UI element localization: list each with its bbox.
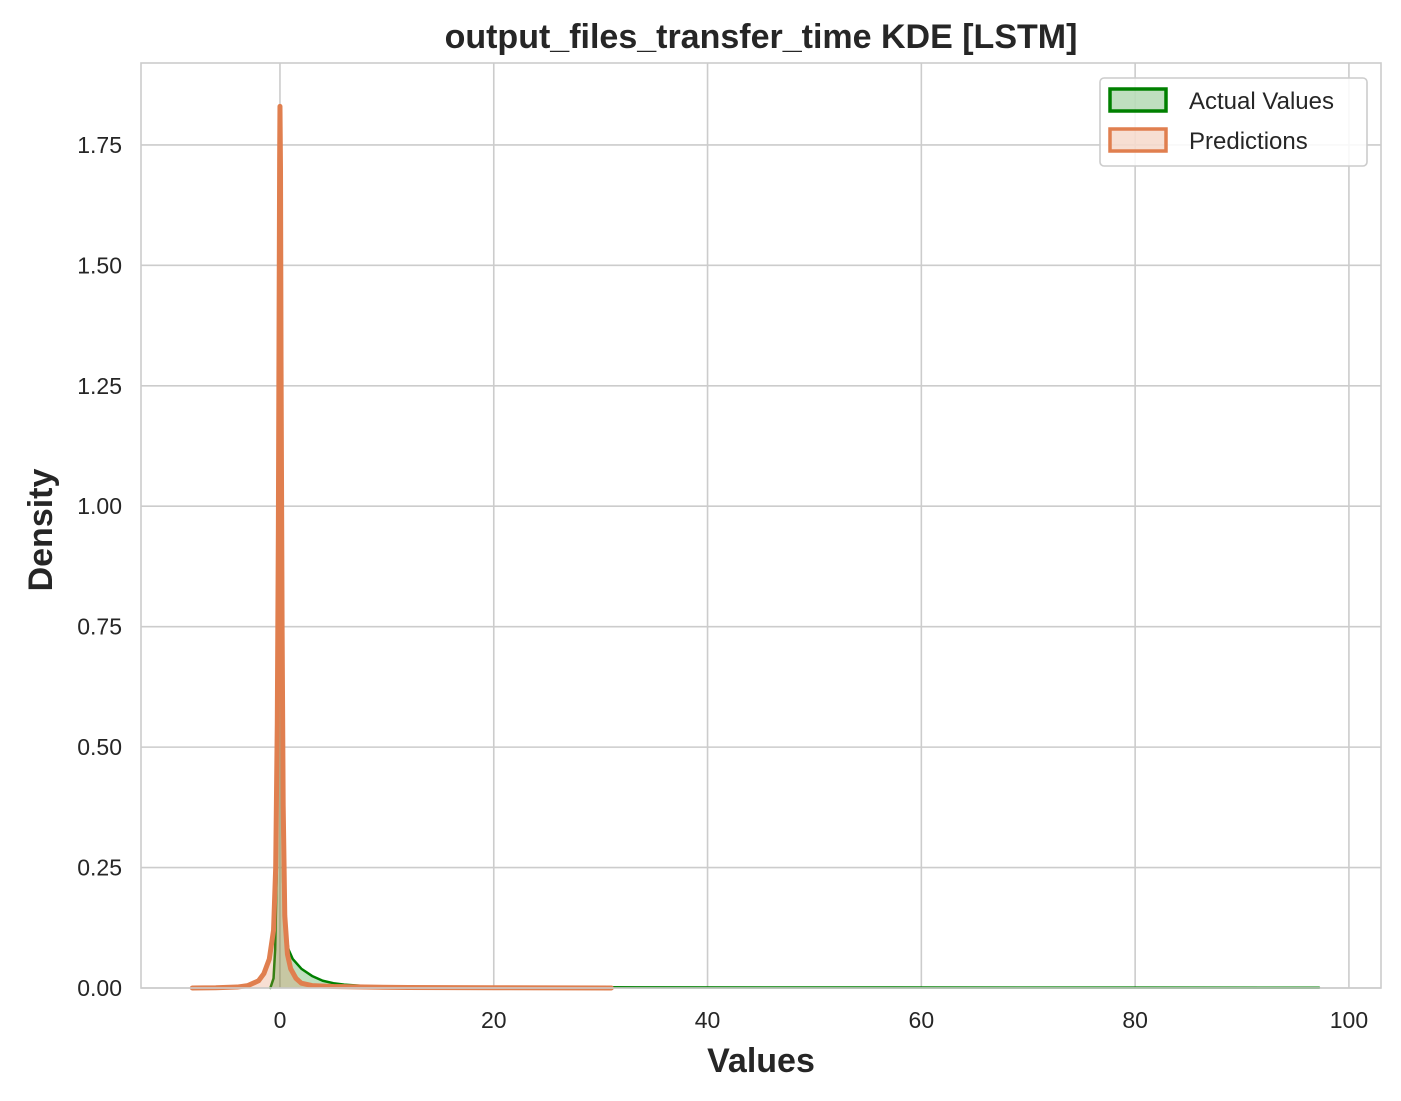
x-tick-label: 80 [1122, 1007, 1148, 1033]
y-tick-label: 0.25 [77, 855, 122, 881]
y-tick-label: 1.75 [77, 132, 122, 158]
tick-labels: 0 20 40 60 80 100 0.00 0.25 0.50 0.75 1.00 1.25 1.50… [77, 132, 1368, 1033]
x-axis-label: Values [707, 1042, 815, 1080]
x-tick-label: 60 [909, 1007, 935, 1033]
chart-title: output_files_transfer_time KDE [LSTM] [445, 18, 1078, 56]
x-tick-label: 40 [695, 1007, 721, 1033]
y-tick-label: 1.50 [77, 252, 122, 278]
legend: Actual Values Predictions [1099, 77, 1368, 167]
plot-frame [140, 62, 1382, 989]
x-tick-label: 20 [481, 1007, 507, 1033]
legend-swatch-predictions [1108, 127, 1168, 153]
y-tick-label: 1.25 [77, 373, 122, 399]
grid-lines [141, 63, 1381, 989]
legend-label-predictions: Predictions [1189, 128, 1308, 155]
plot-area [189, 103, 1321, 991]
y-axis-label: Density [22, 469, 60, 592]
x-tick-label: 100 [1330, 1007, 1368, 1033]
legend-swatch-actual-values [1108, 87, 1168, 113]
legend-label-actual-values: Actual Values [1189, 88, 1334, 115]
y-tick-label: 1.00 [77, 493, 122, 519]
y-tick-label: 0.75 [77, 614, 122, 640]
y-tick-label: 0.00 [77, 975, 122, 1001]
kde-line-predictions [189, 103, 614, 991]
x-tick-label: 0 [274, 1007, 287, 1033]
y-tick-label: 0.50 [77, 734, 122, 760]
